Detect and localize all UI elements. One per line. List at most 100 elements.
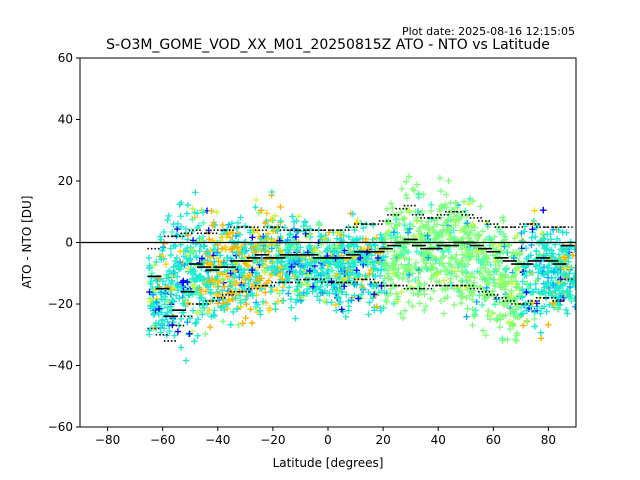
scatter-marker xyxy=(465,234,473,242)
scatter-marker xyxy=(402,191,410,199)
scatter-marker xyxy=(355,295,362,302)
scatter-marker xyxy=(239,320,246,327)
scatter-marker xyxy=(146,264,154,271)
scatter-marker xyxy=(334,293,341,301)
scatter-marker xyxy=(293,217,300,225)
scatter-marker xyxy=(390,229,398,236)
scatter-marker xyxy=(417,231,424,238)
scatter-marker xyxy=(556,279,563,286)
scatter-marker xyxy=(459,260,466,267)
scatter-marker xyxy=(431,217,438,224)
scatter-marker xyxy=(440,277,448,284)
scatter-marker xyxy=(267,216,274,223)
scatter-marker xyxy=(296,257,303,265)
scatter-marker xyxy=(405,278,413,285)
scatter-marker xyxy=(247,306,254,313)
scatter-marker xyxy=(565,258,572,265)
scatter-marker xyxy=(147,280,154,287)
scatter-marker xyxy=(177,213,184,220)
scatter-marker xyxy=(305,245,313,252)
scatter-marker xyxy=(155,305,163,312)
scatter-marker xyxy=(511,336,519,343)
scatter-marker xyxy=(279,275,286,283)
scatter-marker xyxy=(353,267,360,274)
scatter-marker xyxy=(390,300,398,308)
scatter-marker xyxy=(405,207,412,214)
scatter-marker xyxy=(476,292,483,299)
scatter-marker xyxy=(193,252,200,260)
scatter-marker xyxy=(224,273,231,281)
scatter-marker xyxy=(235,263,243,271)
scatter-marker xyxy=(192,271,199,279)
scatter-marker xyxy=(473,268,481,275)
scatter-marker xyxy=(186,315,194,322)
scatter-marker xyxy=(433,278,440,285)
scatter-marker xyxy=(349,210,357,218)
scatter-marker xyxy=(464,220,471,227)
scatter-marker xyxy=(271,269,278,276)
scatter-marker xyxy=(272,306,279,313)
scatter-marker xyxy=(288,304,295,311)
scatter-marker xyxy=(192,320,199,327)
scatter-marker xyxy=(160,228,167,236)
scatter-marker xyxy=(456,209,464,216)
scatter-marker xyxy=(482,295,489,302)
scatter-marker xyxy=(452,273,460,280)
scatter-marker xyxy=(508,287,515,294)
scatter-marker xyxy=(454,204,461,212)
scatter-marker xyxy=(204,310,211,317)
scatter-marker xyxy=(419,222,426,230)
scatter-marker xyxy=(506,318,513,325)
scatter-marker xyxy=(403,195,411,202)
scatter-marker xyxy=(336,236,344,243)
scatter-marker xyxy=(172,243,179,250)
scatter-marker xyxy=(153,299,160,306)
scatter-marker xyxy=(491,301,498,308)
scatter-marker xyxy=(169,285,177,292)
scatter-marker xyxy=(447,236,454,243)
scatter-marker xyxy=(213,209,220,216)
scatter-marker xyxy=(192,189,199,196)
scatter-marker xyxy=(334,273,342,280)
scatter-marker xyxy=(544,274,552,281)
scatter-marker xyxy=(333,272,341,279)
scatter-marker xyxy=(267,288,275,295)
scatter-marker xyxy=(452,256,459,263)
scatter-marker xyxy=(343,291,350,298)
x-tick-label: 40 xyxy=(431,433,446,447)
scatter-marker xyxy=(201,330,209,338)
scatter-marker xyxy=(211,307,218,314)
scatter-marker xyxy=(465,274,473,281)
scatter-marker xyxy=(353,219,361,227)
scatter-marker xyxy=(351,226,358,234)
scatter-marker xyxy=(191,268,198,275)
scatter-marker xyxy=(274,298,282,305)
scatter-marker xyxy=(227,321,234,328)
scatter-marker xyxy=(151,287,158,294)
scatter-marker xyxy=(215,279,222,286)
scatter-marker xyxy=(256,307,264,314)
scatter-marker xyxy=(517,311,525,318)
scatter-marker xyxy=(421,280,428,288)
scatter-marker xyxy=(372,265,380,272)
scatter-marker xyxy=(512,283,520,291)
scatter-marker xyxy=(174,231,181,238)
scatter-marker xyxy=(218,245,226,252)
scatter-marker xyxy=(438,202,445,210)
scatter-marker xyxy=(541,245,548,252)
scatter-marker xyxy=(437,187,445,195)
scatter-marker xyxy=(287,230,294,238)
scatter-marker xyxy=(158,289,165,296)
y-axis: −60 −40 −20 0 20 40 60 xyxy=(48,51,80,434)
scatter-marker xyxy=(475,256,482,264)
scatter-marker xyxy=(310,266,317,274)
scatter-marker xyxy=(292,299,300,306)
scatter-marker xyxy=(189,307,197,314)
scatter-marker xyxy=(442,286,449,293)
scatter-marker xyxy=(207,246,214,254)
scatter-marker xyxy=(510,272,517,280)
scatter-marker xyxy=(500,302,508,309)
scatter-marker xyxy=(439,247,446,255)
scatter-marker xyxy=(415,194,422,201)
scatter-marker xyxy=(485,268,492,275)
